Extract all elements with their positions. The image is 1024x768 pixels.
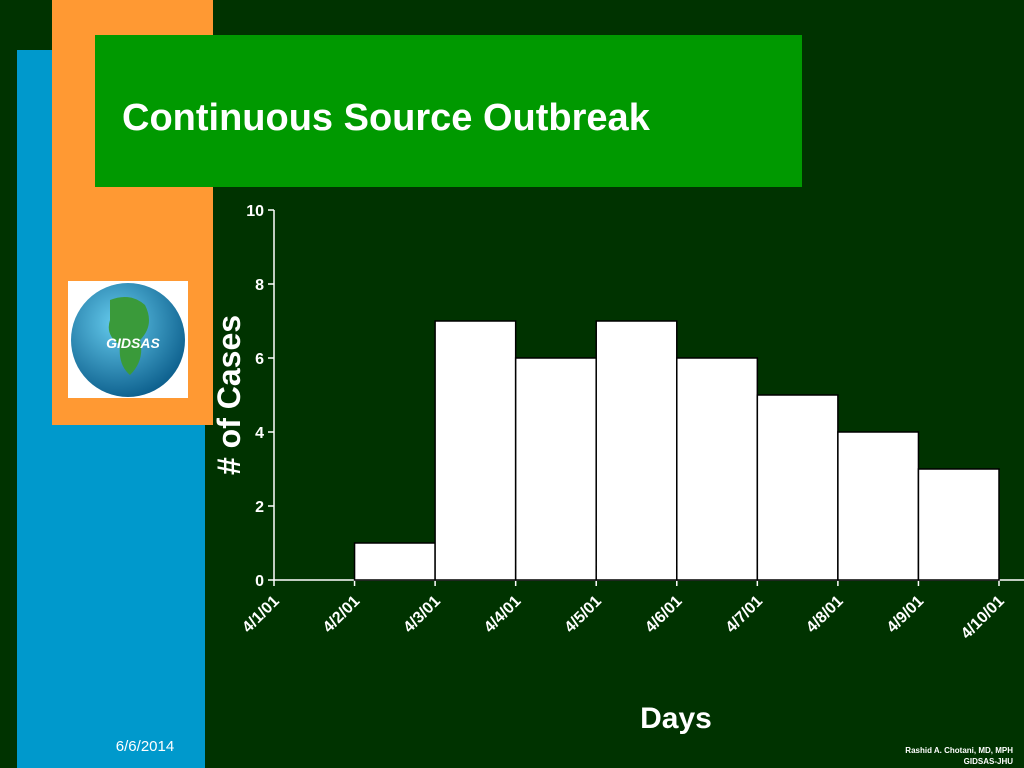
bar	[756, 394, 839, 581]
bar	[595, 320, 678, 581]
footer-org: GIDSAS-JHU	[964, 757, 1014, 766]
logo-text: GIDSAS	[106, 335, 160, 351]
bar	[514, 357, 597, 581]
logo-land	[108, 296, 149, 375]
y-tick-label: 8	[255, 277, 264, 294]
bar	[837, 431, 920, 581]
x-axis-label: Days	[640, 702, 712, 735]
bar	[434, 320, 517, 581]
bar	[917, 468, 1000, 581]
bar	[676, 357, 759, 581]
y-tick-label: 2	[255, 499, 264, 516]
chart-title: Continuous Source Outbreak	[122, 97, 651, 139]
footer-author: Rashid A. Chotani, MD, MPH	[905, 746, 1013, 755]
y-tick-label: 4	[255, 425, 264, 442]
bar	[353, 542, 436, 581]
y-tick-label: 10	[246, 203, 264, 220]
footer-date: 6/6/2014	[116, 738, 174, 755]
y-tick-label: 0	[255, 573, 264, 590]
y-axis-label: # of Cases	[211, 315, 247, 475]
title-box	[95, 35, 802, 187]
y-tick-label: 6	[255, 351, 264, 368]
